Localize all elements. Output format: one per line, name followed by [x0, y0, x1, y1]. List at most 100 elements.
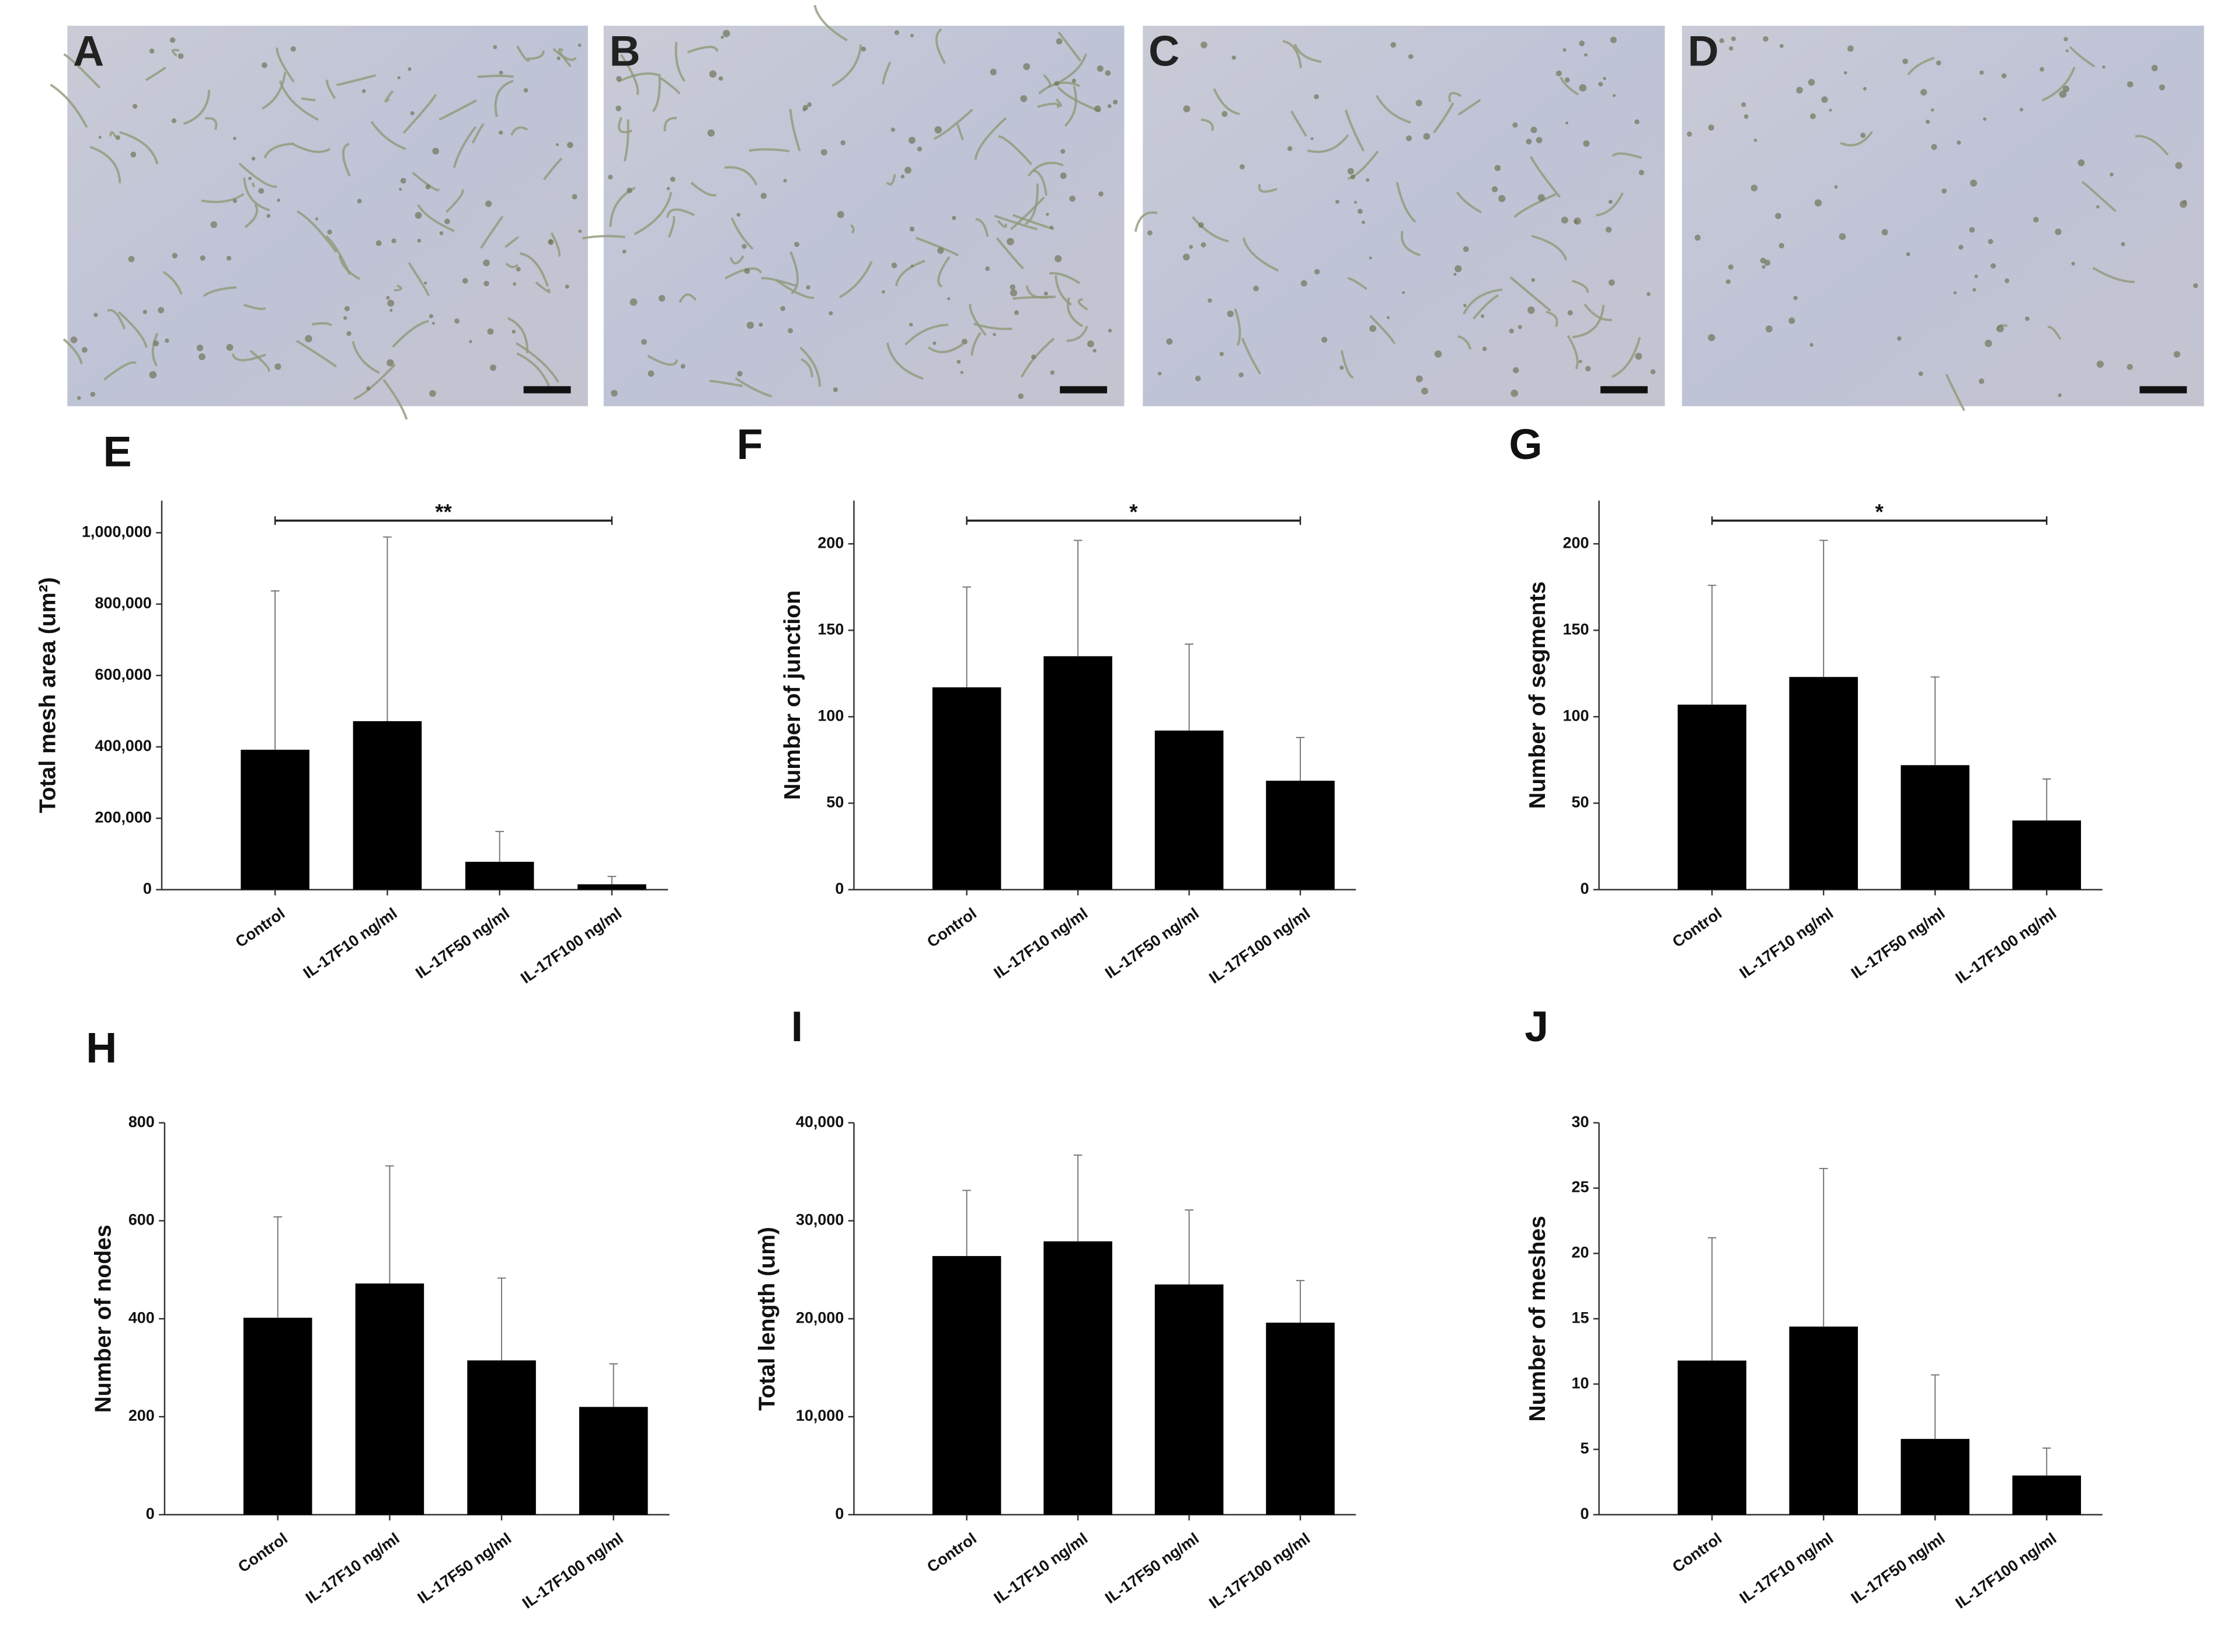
cell — [1108, 329, 1112, 333]
y-tick-label: 200 — [128, 1407, 155, 1424]
cell-network — [342, 142, 351, 177]
cell-network — [2081, 180, 2117, 213]
y-tick-label: 15 — [1572, 1309, 1589, 1326]
bar — [1266, 1323, 1335, 1515]
cell — [1605, 227, 1612, 233]
cell — [233, 137, 236, 140]
bar — [1677, 704, 1746, 890]
cell-network — [370, 120, 406, 151]
cell — [149, 371, 157, 379]
cell-network — [617, 72, 659, 83]
cell — [1527, 306, 1535, 314]
y-tick-label: 200,000 — [95, 808, 152, 826]
cell-network — [276, 47, 295, 83]
cell — [77, 396, 81, 400]
cell-network — [668, 215, 676, 238]
cell — [1300, 280, 1307, 287]
cell — [290, 46, 296, 52]
y-tick-label: 10 — [1572, 1374, 1589, 1392]
cell — [454, 318, 460, 324]
cell-network — [2047, 326, 2062, 340]
cell-network — [2041, 67, 2076, 102]
panel-label: F — [737, 420, 763, 468]
y-tick-label: 25 — [1572, 1178, 1589, 1196]
y-tick-label: 0 — [1580, 1505, 1589, 1522]
cell-network — [1567, 335, 1579, 370]
cell — [1354, 201, 1358, 204]
y-tick-label: 200 — [1563, 534, 1589, 551]
cell-network — [937, 256, 951, 288]
y-tick-label: 40,000 — [796, 1113, 844, 1131]
cell — [1979, 70, 1984, 75]
cell-network — [558, 48, 572, 68]
cell — [2055, 228, 2062, 235]
cell — [2121, 242, 2125, 246]
cell-network — [1234, 308, 1241, 346]
cell — [346, 331, 351, 336]
cell — [1839, 233, 1846, 240]
cell — [1970, 179, 1978, 187]
cell — [1972, 288, 1976, 292]
cell — [1390, 41, 1397, 48]
cell — [783, 179, 787, 183]
cell — [1512, 122, 1518, 128]
cell — [1906, 252, 1910, 256]
cell — [1958, 245, 1964, 250]
cell-network — [408, 262, 430, 296]
cell — [1253, 286, 1259, 291]
cell-network — [311, 322, 332, 326]
y-tick-label: 50 — [826, 794, 844, 811]
cell-network — [709, 380, 743, 388]
cell — [1953, 291, 1957, 295]
cell-network — [338, 255, 361, 280]
cell-network — [263, 142, 294, 159]
cell-network — [749, 148, 790, 152]
bar — [1677, 1360, 1746, 1515]
cell-network — [477, 74, 514, 78]
cell — [742, 244, 747, 249]
cell-network — [1463, 288, 1503, 315]
cell — [1069, 195, 1076, 202]
cell — [611, 389, 618, 397]
cell — [469, 340, 472, 343]
cell-network — [678, 293, 697, 303]
cell — [1957, 140, 1961, 145]
cell — [1565, 121, 1569, 125]
cell — [158, 307, 165, 314]
cell-network — [969, 304, 987, 336]
cell — [516, 266, 521, 272]
cell-network — [109, 131, 117, 138]
cell-network — [119, 131, 159, 165]
cell-network — [394, 284, 402, 292]
cell — [1183, 105, 1191, 113]
cell — [1231, 55, 1236, 60]
cell — [1708, 333, 1715, 342]
cell — [431, 322, 435, 325]
cell — [199, 353, 206, 360]
cell — [1200, 41, 1207, 48]
x-tick-label: Control — [924, 1529, 980, 1576]
cell-network — [145, 67, 166, 81]
cell-network — [384, 90, 394, 103]
cell — [399, 187, 402, 191]
cell — [266, 214, 271, 218]
cell — [572, 194, 577, 200]
cell-network — [623, 119, 629, 162]
cell-network — [975, 218, 989, 237]
cell — [829, 311, 833, 316]
y-axis-title: Total length (um) — [754, 1227, 779, 1411]
cell — [2110, 172, 2114, 177]
cell — [1918, 371, 1923, 376]
cell-network — [203, 286, 237, 297]
cell — [2126, 81, 2134, 88]
cell-network — [886, 174, 896, 186]
bar — [241, 749, 309, 890]
cell — [462, 278, 468, 284]
cell — [344, 306, 350, 311]
cell — [397, 76, 401, 79]
cell-network — [1612, 152, 1642, 159]
cell — [387, 359, 394, 367]
cell — [2151, 65, 2158, 72]
y-axis-title: Number of nodes — [91, 1225, 116, 1413]
cell — [1046, 213, 1049, 216]
